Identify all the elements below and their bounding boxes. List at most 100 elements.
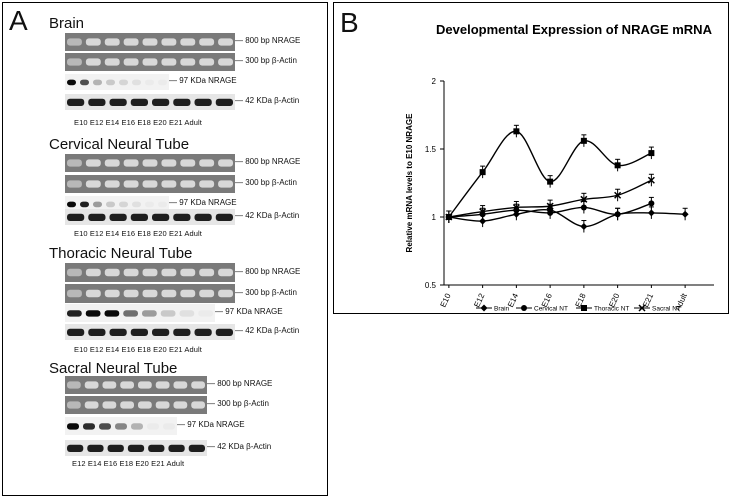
gel-band: [152, 328, 170, 336]
gel-band: [85, 38, 101, 46]
gel-band: [188, 444, 205, 452]
data-point: [614, 162, 621, 169]
gel-band: [93, 79, 102, 86]
data-point: [513, 128, 520, 135]
gel-band: [132, 201, 141, 208]
data-point: [547, 209, 554, 216]
leader-line: —: [235, 326, 246, 335]
gel-band: [80, 201, 89, 208]
line-chart: Developmental Expression of NRAGE mRNA 0.…: [405, 22, 714, 313]
y-axis-label: Relative mRNA levels to E10 NRAGE: [405, 113, 414, 253]
gel-band: [85, 310, 101, 317]
legend-marker: [521, 305, 527, 311]
band-label: — 300 bp β-Actin: [235, 178, 297, 187]
gel-band: [218, 289, 233, 298]
protein-blot-image: [65, 209, 235, 225]
gel-band: [85, 180, 101, 188]
gel-band: [160, 310, 176, 317]
gel-band: [199, 159, 215, 167]
panel-b-letter: B: [340, 7, 359, 38]
band-label: — 800 bp NRAGE: [207, 379, 272, 388]
leader-line: —: [215, 307, 226, 316]
leader-line: —: [235, 36, 246, 45]
gel-band: [123, 310, 138, 317]
protein-blot-image: [65, 196, 169, 212]
band-label-text: 300 bp β-Actin: [245, 178, 297, 187]
data-point: [479, 217, 487, 225]
gel-band: [119, 201, 128, 208]
band-label-text: 800 bp NRAGE: [245, 36, 301, 45]
gel-band: [67, 328, 85, 336]
band-label-text: 42 KDa β-Actin: [245, 96, 300, 105]
blot-section-title: Thoracic Neural Tube: [49, 245, 193, 262]
gel-band: [67, 98, 85, 106]
panel-b: B Developmental Expression of NRAGE mRNA…: [333, 2, 729, 314]
panel-a: A Brain — 800 bp NRAGE — 300 bp β-Actin — 9…: [2, 2, 328, 496]
gel-band: [138, 381, 152, 389]
gel-band: [127, 444, 145, 452]
band-label-text: 42 KDa β-Actin: [217, 442, 272, 451]
data-point: [580, 195, 588, 203]
lane-labels: E10 E12 E14 E16 E18 E20 E21 Adult: [74, 229, 202, 238]
rna-gel-image: [65, 154, 235, 172]
gel-band: [180, 289, 196, 298]
band-label: — 97 KDa NRAGE: [177, 420, 245, 429]
gel-band: [123, 289, 139, 298]
band-label: — 800 bp NRAGE: [235, 267, 300, 276]
data-point: [614, 211, 621, 218]
legend-label: Thoracic NT: [594, 306, 629, 313]
gel-band: [84, 381, 99, 389]
gel-band: [215, 328, 233, 336]
band-label-text: 800 bp NRAGE: [245, 157, 301, 166]
data-point: [648, 200, 655, 207]
data-point: [647, 209, 655, 217]
leader-line: —: [235, 211, 246, 220]
gel-band: [142, 38, 158, 46]
gel-band: [104, 58, 120, 66]
band-label-text: 800 bp NRAGE: [245, 266, 301, 276]
gel-band: [158, 201, 167, 208]
rna-gel-image: [65, 396, 207, 414]
gel-band: [85, 159, 101, 167]
legend-marker: [480, 304, 488, 312]
gel-band: [194, 213, 212, 221]
rna-gel-image: [65, 175, 235, 193]
gel-band: [99, 423, 111, 430]
protein-blot-image: [65, 324, 235, 340]
gel-band: [115, 423, 127, 430]
gel-band: [152, 213, 170, 221]
data-point: [580, 223, 588, 231]
gel-band: [173, 381, 188, 389]
gel-band: [67, 213, 85, 221]
gel-band: [109, 213, 127, 221]
gel-band: [180, 180, 196, 188]
band-label-text: 300 bp β-Actin: [217, 399, 269, 408]
gel-band: [104, 268, 120, 277]
band-label-text: 300 bp β-Actin: [245, 287, 297, 297]
blot-section-title: Sacral Neural Tube: [49, 360, 178, 377]
band-label: — 300 bp β-Actin: [235, 288, 297, 297]
gel-band: [123, 180, 139, 188]
gel-band: [161, 180, 177, 188]
gel-band: [194, 328, 212, 336]
gel-band: [104, 159, 120, 167]
legend-label: Brain: [494, 306, 510, 313]
gel-band: [123, 58, 139, 66]
gel-band: [130, 98, 148, 106]
rna-gel-image: [65, 284, 235, 303]
gel-band: [119, 79, 128, 86]
gel-band: [161, 58, 177, 66]
gel-band: [104, 310, 120, 317]
gel-band: [152, 98, 170, 106]
leader-line: —: [235, 287, 246, 297]
gel-band: [199, 268, 215, 277]
gel-band: [142, 268, 158, 277]
band-label-text: 42 KDa β-Actin: [245, 326, 300, 335]
leader-line: —: [235, 96, 246, 105]
gel-band: [123, 159, 139, 167]
protein-blot-image: [65, 74, 169, 90]
gel-band: [67, 201, 76, 208]
gel-band: [67, 289, 82, 298]
data-point: [580, 137, 587, 144]
gel-band: [173, 328, 191, 336]
